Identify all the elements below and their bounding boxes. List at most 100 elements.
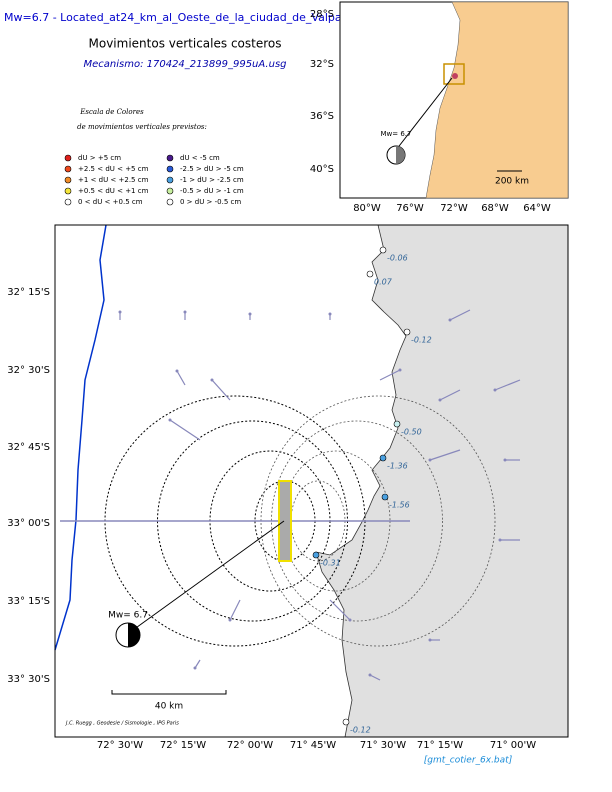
inset-land [425, 1, 569, 199]
legend-label: -0.5 > dU > -1 cm [180, 187, 244, 195]
arrow-head [398, 368, 402, 372]
station-label: 0.07 [374, 278, 393, 287]
contour [271, 420, 443, 622]
station-label: -0.12 [350, 726, 371, 735]
station-label: -0.06 [387, 254, 408, 263]
station [393, 420, 401, 428]
inset-lat-label: 40°S [310, 164, 334, 175]
legend-label: dU < -5 cm [180, 154, 220, 162]
arrow [439, 389, 461, 401]
station [366, 270, 374, 278]
inset-lat-label: 36°S [310, 111, 334, 122]
arrow [176, 370, 186, 386]
subtitle: Movimientos verticales costeros [89, 37, 282, 51]
station [342, 718, 350, 726]
legend-label: 0 < dU < +0.5 cm [78, 198, 143, 206]
station [379, 454, 387, 462]
arrow-head [328, 312, 332, 316]
inset-lon-label: 64°W [523, 203, 551, 214]
inset-epicenter [452, 73, 458, 79]
arrow-head [493, 388, 497, 392]
trench [54, 224, 107, 651]
station [379, 246, 387, 254]
fault-plane [278, 480, 292, 562]
magnitude: Mw= 6.7 [108, 611, 148, 621]
inset-scale: 200 km [495, 177, 529, 187]
station [381, 493, 389, 501]
inset-lon-label: 72°W [440, 203, 468, 214]
lon-label: 71° 15'W [417, 740, 463, 751]
mechanism-link [132, 520, 285, 631]
lat-label: 32° 30'S [7, 365, 50, 376]
lat-label: 32° 15'S [7, 287, 50, 298]
arrow [211, 379, 231, 401]
lat-label: 33° 30'S [7, 674, 50, 685]
displacement-arrows [118, 309, 521, 681]
arrow [369, 674, 381, 681]
arrow [329, 599, 351, 621]
legend-swatch [64, 176, 72, 184]
inset-lon-label: 80°W [353, 203, 381, 214]
lat-label: 33° 15'S [7, 596, 50, 607]
arrow-head [503, 458, 507, 462]
legend-label: +2.5 < dU < +5 cm [78, 165, 149, 173]
inset-labels: 28°S 32°S 36°S 40°S 80°W 76°W 72°W 68°W 64°W [310, 9, 551, 214]
script-name: [gmt_cotier_6x.bat] [424, 756, 513, 766]
arrow-head [210, 378, 214, 382]
legend-swatch [64, 187, 72, 195]
legend: dU > +5 cm +2.5 < dU < +5 cm +1 < dU < +2.… [64, 154, 244, 206]
stations: -0.06 0.07 -0.12 -0.50 -1.36 -1.56 -0.31 -0.12 [312, 246, 432, 735]
arrow-head [348, 618, 352, 622]
legend-label: dU > +5 cm [78, 154, 121, 162]
station [312, 551, 320, 559]
station-label: -1.36 [387, 462, 408, 471]
station-label: -0.31 [320, 559, 341, 568]
arrow [449, 309, 471, 321]
station-label: -0.12 [411, 336, 432, 345]
arrow-head [438, 398, 442, 402]
lon-label: 71° 30'W [360, 740, 406, 751]
inset-lat-label: 28°S [310, 9, 334, 20]
station-label: -1.56 [389, 501, 410, 510]
legend-swatch [166, 176, 174, 184]
inset-lon-label: 76°W [396, 203, 424, 214]
legend-label: 0 > dU > -0.5 cm [180, 198, 241, 206]
arrow-head [448, 318, 452, 322]
inset-beachball-quad [396, 146, 405, 164]
lat-label: 32° 45'S [7, 442, 50, 453]
lon-label: 72° 15'W [160, 740, 206, 751]
arrow [229, 599, 241, 621]
arrow [194, 659, 201, 669]
inset-magnitude: Mw= 6.7 [381, 130, 412, 138]
arrow [169, 419, 201, 441]
lon-label: 72° 30'W [97, 740, 143, 751]
legend-label: +0.5 < dU < +1 cm [78, 187, 149, 195]
scale-label: 40 km [155, 702, 183, 712]
arrow-head [175, 369, 179, 373]
title: Mw=6.7 - Located_at24_km_al_Oeste_de_la_… [4, 11, 353, 24]
legend-label: +1 < dU < +2.5 cm [78, 176, 149, 184]
arrow-head [498, 538, 502, 542]
legend-title: Escala de Colores [79, 108, 144, 116]
station [403, 328, 411, 336]
mechanism: Mecanismo: 170424_213899_995uA.usg [83, 59, 286, 70]
legend-swatch [166, 187, 174, 195]
arrow-head [248, 312, 252, 316]
legend-label: -2.5 > dU > -5 cm [180, 165, 244, 173]
legend-swatch [166, 154, 174, 162]
scale-bar [111, 690, 227, 695]
arrow-head [368, 673, 372, 677]
legend-swatch [64, 198, 72, 206]
arrow-head [168, 418, 172, 422]
legend-title: de movimientos verticales previstos: [77, 123, 207, 131]
land [315, 224, 569, 738]
lon-label: 71° 00'W [490, 740, 536, 751]
legend-swatch [64, 154, 72, 162]
arrow-head [228, 618, 232, 622]
map-frame [54, 224, 569, 738]
inset-lat-label: 32°S [310, 59, 334, 70]
legend-swatch [166, 165, 174, 173]
inset-lon-label: 68°W [481, 203, 509, 214]
beachball-quad [128, 623, 140, 647]
